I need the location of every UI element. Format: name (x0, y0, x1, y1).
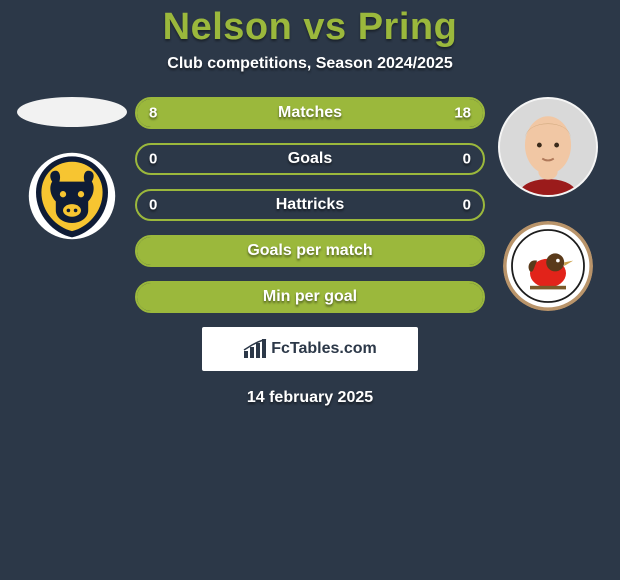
left-player-photo (17, 97, 127, 127)
branding-box: FcTables.com (202, 327, 418, 371)
left-player-column (17, 95, 127, 241)
stat-bar: Matches8 18 (135, 97, 485, 129)
branding-text: FcTables.com (271, 340, 377, 358)
stat-label: Goals per match (137, 242, 483, 260)
stat-bar: Min per goal (135, 281, 485, 313)
main-row: Matches818Goals00Hattricks00Goals per ma… (0, 95, 620, 313)
player-face-icon (500, 99, 596, 195)
stat-value-left: 0 (149, 197, 157, 214)
stat-bar: Goals0 0 (135, 143, 485, 175)
stat-value-left: 8 (149, 105, 157, 122)
stat-value-right: 0 (463, 151, 471, 168)
right-player-column (493, 95, 603, 311)
stat-bar: Goals per match (135, 235, 485, 267)
date-text: 14 february 2025 (0, 389, 620, 407)
stat-bar: Hattricks0 0 (135, 189, 485, 221)
stat-label: Goals (137, 150, 483, 168)
right-club-badge (503, 221, 593, 311)
stat-value-left: 0 (149, 151, 157, 168)
page-title: Nelson vs Pring (0, 6, 620, 49)
bristol-city-badge-icon (503, 221, 593, 311)
stat-label: Min per goal (137, 288, 483, 306)
stat-value-right: 18 (454, 105, 471, 122)
stat-label: Matches (137, 104, 483, 122)
stat-label: Hattricks (137, 196, 483, 214)
stat-value-right: 0 (463, 197, 471, 214)
oxford-united-badge-icon (27, 151, 117, 241)
left-club-badge (27, 151, 117, 241)
right-player-photo (498, 97, 598, 197)
comparison-card: Nelson vs Pring Club competitions, Seaso… (0, 0, 620, 407)
bar-chart-icon (243, 339, 267, 359)
subtitle: Club competitions, Season 2024/2025 (0, 55, 620, 73)
stats-bars: Matches818Goals00Hattricks00Goals per ma… (135, 95, 485, 313)
